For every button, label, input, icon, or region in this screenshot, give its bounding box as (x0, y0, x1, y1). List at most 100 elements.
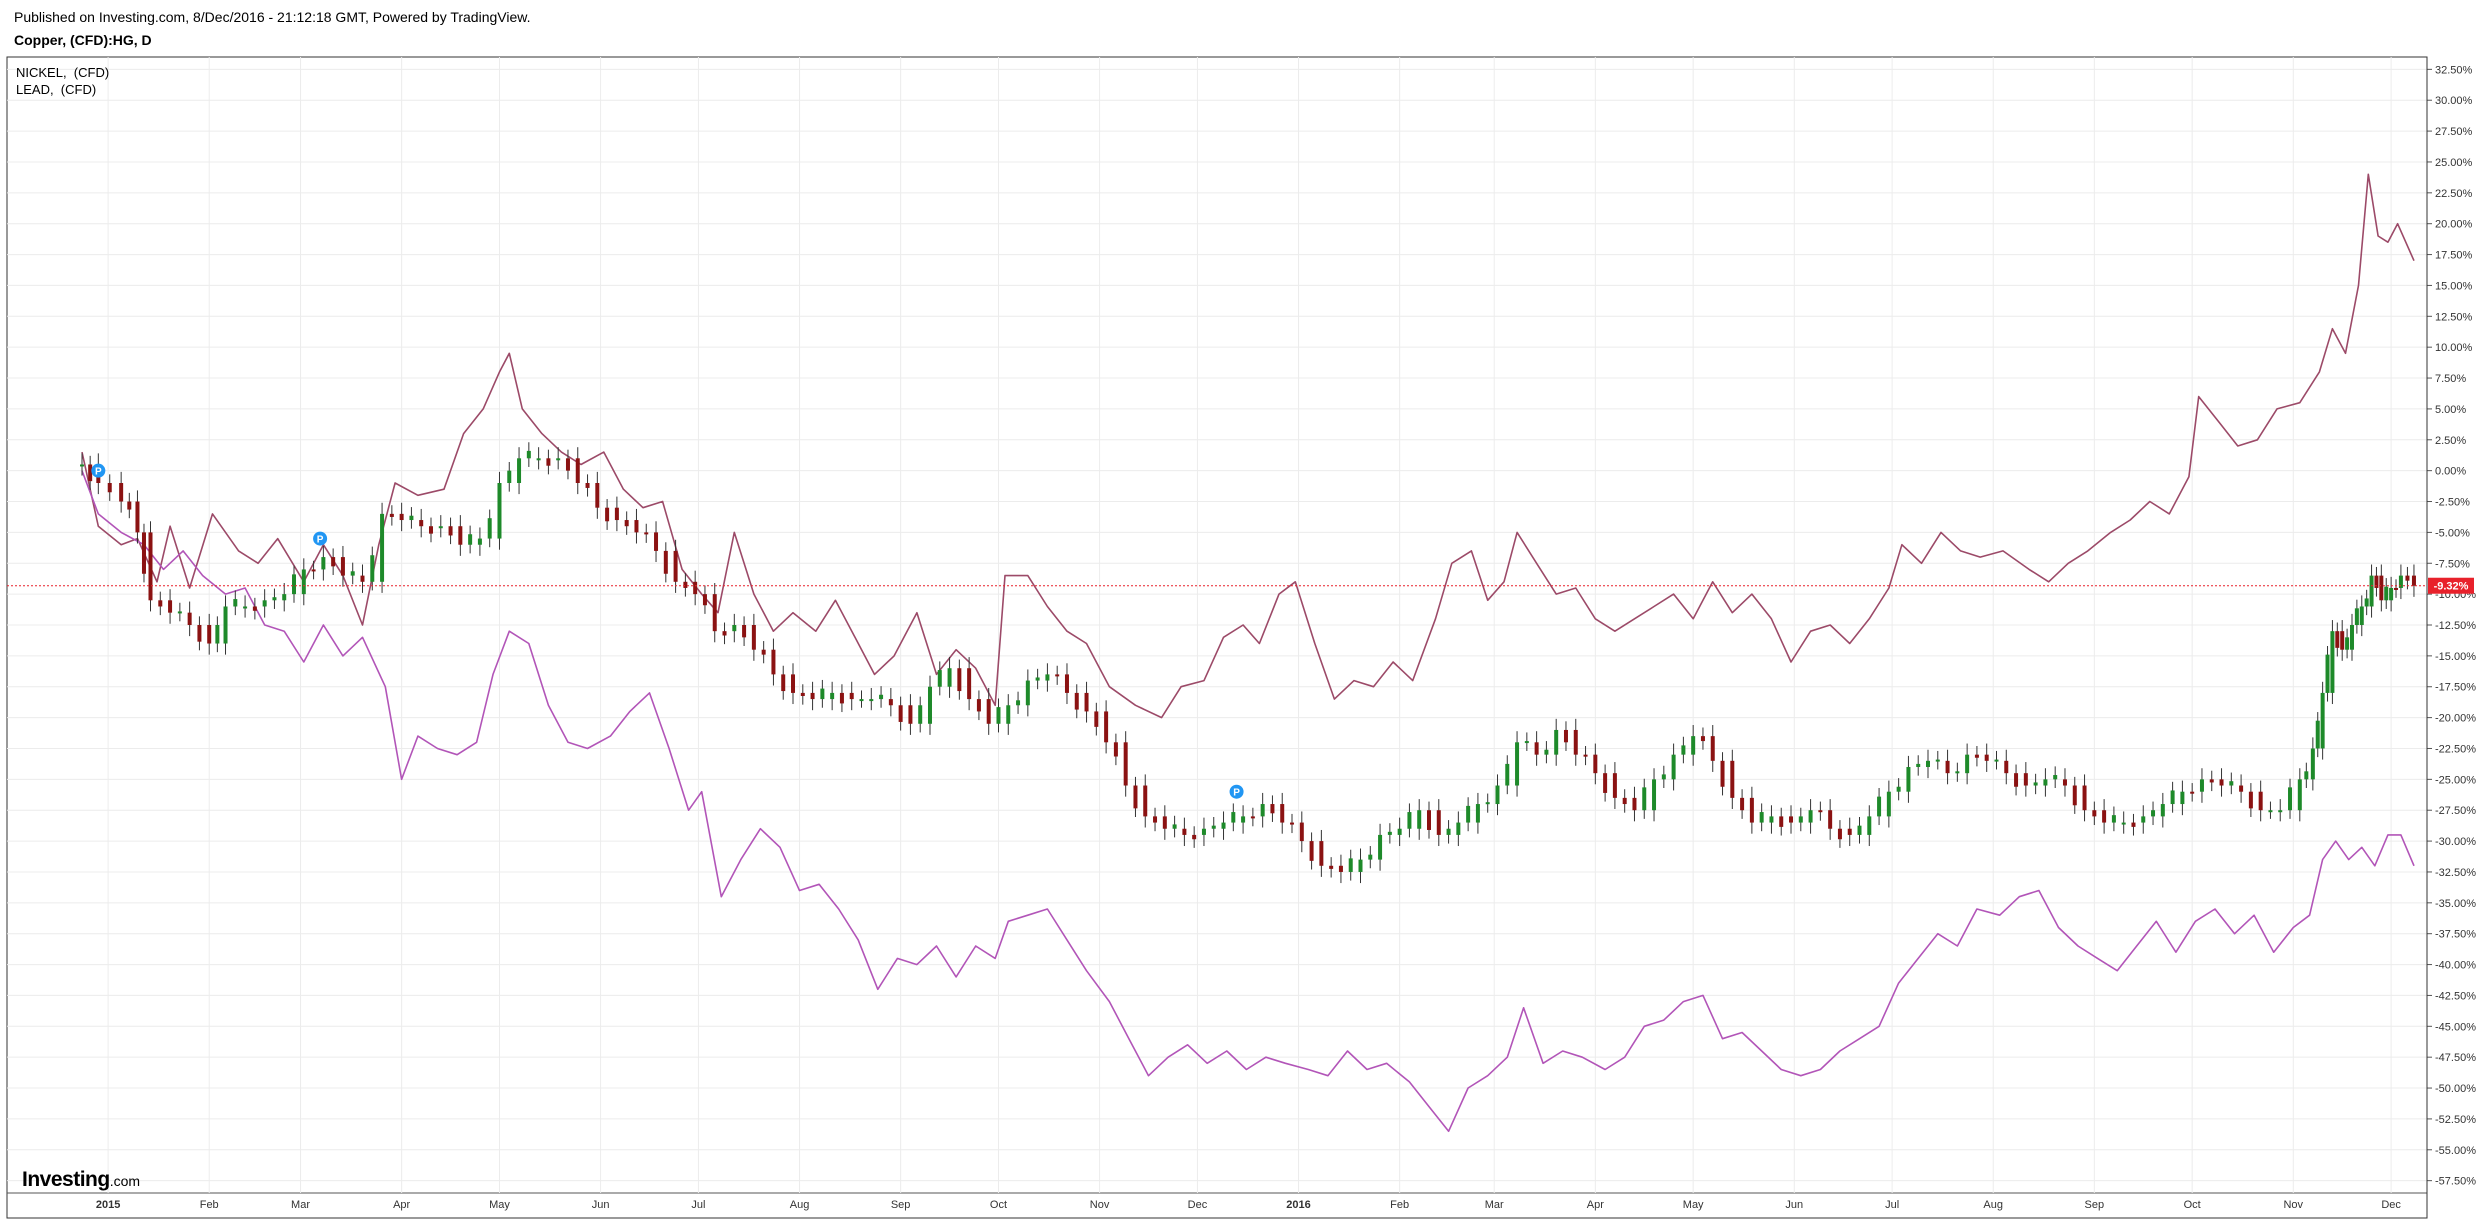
candle-body (634, 520, 639, 533)
candle-body (2389, 587, 2394, 601)
candle-body (732, 625, 737, 632)
y-tick-label: 22.50% (2435, 188, 2473, 200)
candle-body (2014, 773, 2019, 787)
candle-body (996, 707, 1001, 724)
x-tick-label: Mar (1485, 1199, 1504, 1211)
candle-body (2209, 779, 2214, 783)
legend-lead: LEAD, (CFD) (16, 82, 97, 97)
y-tick-label: -2.50% (2435, 497, 2470, 509)
candle-body (947, 668, 952, 687)
candle-body (360, 575, 365, 582)
candle-body (311, 569, 316, 572)
candle-body (976, 699, 981, 712)
candle-body (1299, 822, 1304, 842)
candle-body (1436, 810, 1441, 835)
candle-body (428, 526, 433, 534)
candle-body (2111, 815, 2116, 823)
candle-body (1593, 754, 1598, 774)
candle-body (575, 458, 580, 483)
y-tick-label: -55.00% (2435, 1145, 2476, 1157)
candle-body (2062, 779, 2067, 786)
candle-body (1965, 754, 1970, 774)
candle-body (1016, 700, 1021, 706)
candle-body (791, 674, 796, 693)
y-tick-label: 30.00% (2435, 95, 2473, 107)
candle-body (321, 557, 326, 570)
candle-body (1133, 785, 1138, 809)
candle-body (556, 458, 561, 461)
candle-body (1759, 812, 1764, 823)
candle-body (1661, 774, 1666, 780)
x-tick-label: Jul (691, 1199, 705, 1211)
candle-body (1378, 834, 1383, 860)
candle-body (1094, 711, 1099, 727)
x-tick-label: Apr (393, 1199, 410, 1211)
candle-body (536, 458, 541, 461)
candle-body (2229, 781, 2234, 786)
y-tick-label: 32.50% (2435, 64, 2473, 76)
candle-body (331, 557, 336, 567)
candle-body (350, 571, 355, 576)
candle-body (1554, 729, 1559, 755)
candle-body (282, 594, 287, 601)
event-marker-label: P (1233, 788, 1240, 799)
candle-body (370, 555, 375, 582)
candle-body (654, 532, 659, 551)
candle-body (1700, 736, 1705, 742)
candle-body (119, 483, 124, 502)
candle-body (1544, 749, 1549, 755)
candle-body (1847, 828, 1852, 835)
candle-body (1064, 674, 1069, 693)
y-tick-label: -5.00% (2435, 527, 2470, 539)
candle-body (141, 532, 146, 574)
candle-body (908, 705, 913, 724)
y-tick-label: -27.50% (2435, 805, 2476, 817)
current-value-label: -9.32% (2434, 581, 2469, 593)
y-tick-label: -20.00% (2435, 713, 2476, 725)
candle-body (2092, 810, 2097, 817)
candle-body (2359, 606, 2364, 625)
candle-body (2384, 586, 2389, 601)
y-tick-label: -47.50% (2435, 1052, 2476, 1064)
candle-body (1622, 797, 1627, 805)
candle-body (810, 692, 815, 700)
candle-body (781, 674, 786, 692)
candle-body (702, 594, 707, 606)
candle-body (1740, 797, 1745, 811)
candle-body (1045, 674, 1050, 681)
candle-body (2258, 791, 2263, 811)
candle-body (526, 450, 531, 459)
y-tick-label: -50.00% (2435, 1083, 2476, 1095)
candle-body (1935, 759, 1940, 762)
x-tick-label: Aug (790, 1199, 810, 1211)
candle-body (1309, 841, 1314, 861)
candle-body (1113, 742, 1118, 757)
candle-body (2239, 785, 2244, 792)
candle-body (2102, 810, 2107, 823)
candle-body (2398, 575, 2403, 588)
candle-body (1642, 787, 1647, 811)
candle-body (215, 625, 220, 644)
candle-body (986, 699, 991, 724)
candle-body (1192, 834, 1197, 840)
candle-body (1456, 822, 1461, 835)
candle-body (1290, 822, 1295, 825)
candle-body (800, 692, 805, 696)
candle-body (1945, 760, 1950, 774)
candle-body (2364, 598, 2369, 607)
candle-body (1906, 767, 1911, 792)
x-tick-label: Feb (1390, 1199, 1409, 1211)
candle-body (1886, 791, 1891, 817)
candle-body (1250, 816, 1255, 819)
y-tick-label: -32.50% (2435, 867, 2476, 879)
x-tick-label: Mar (291, 1199, 310, 1211)
y-tick-label: -7.50% (2435, 558, 2470, 570)
candle-body (168, 600, 173, 613)
candle-body (2405, 575, 2410, 581)
candle-body (88, 464, 93, 482)
y-tick-label: 0.00% (2435, 466, 2466, 478)
x-tick-label: Jun (1785, 1199, 1803, 1211)
candle-body (517, 458, 522, 483)
candle-body (967, 668, 972, 700)
